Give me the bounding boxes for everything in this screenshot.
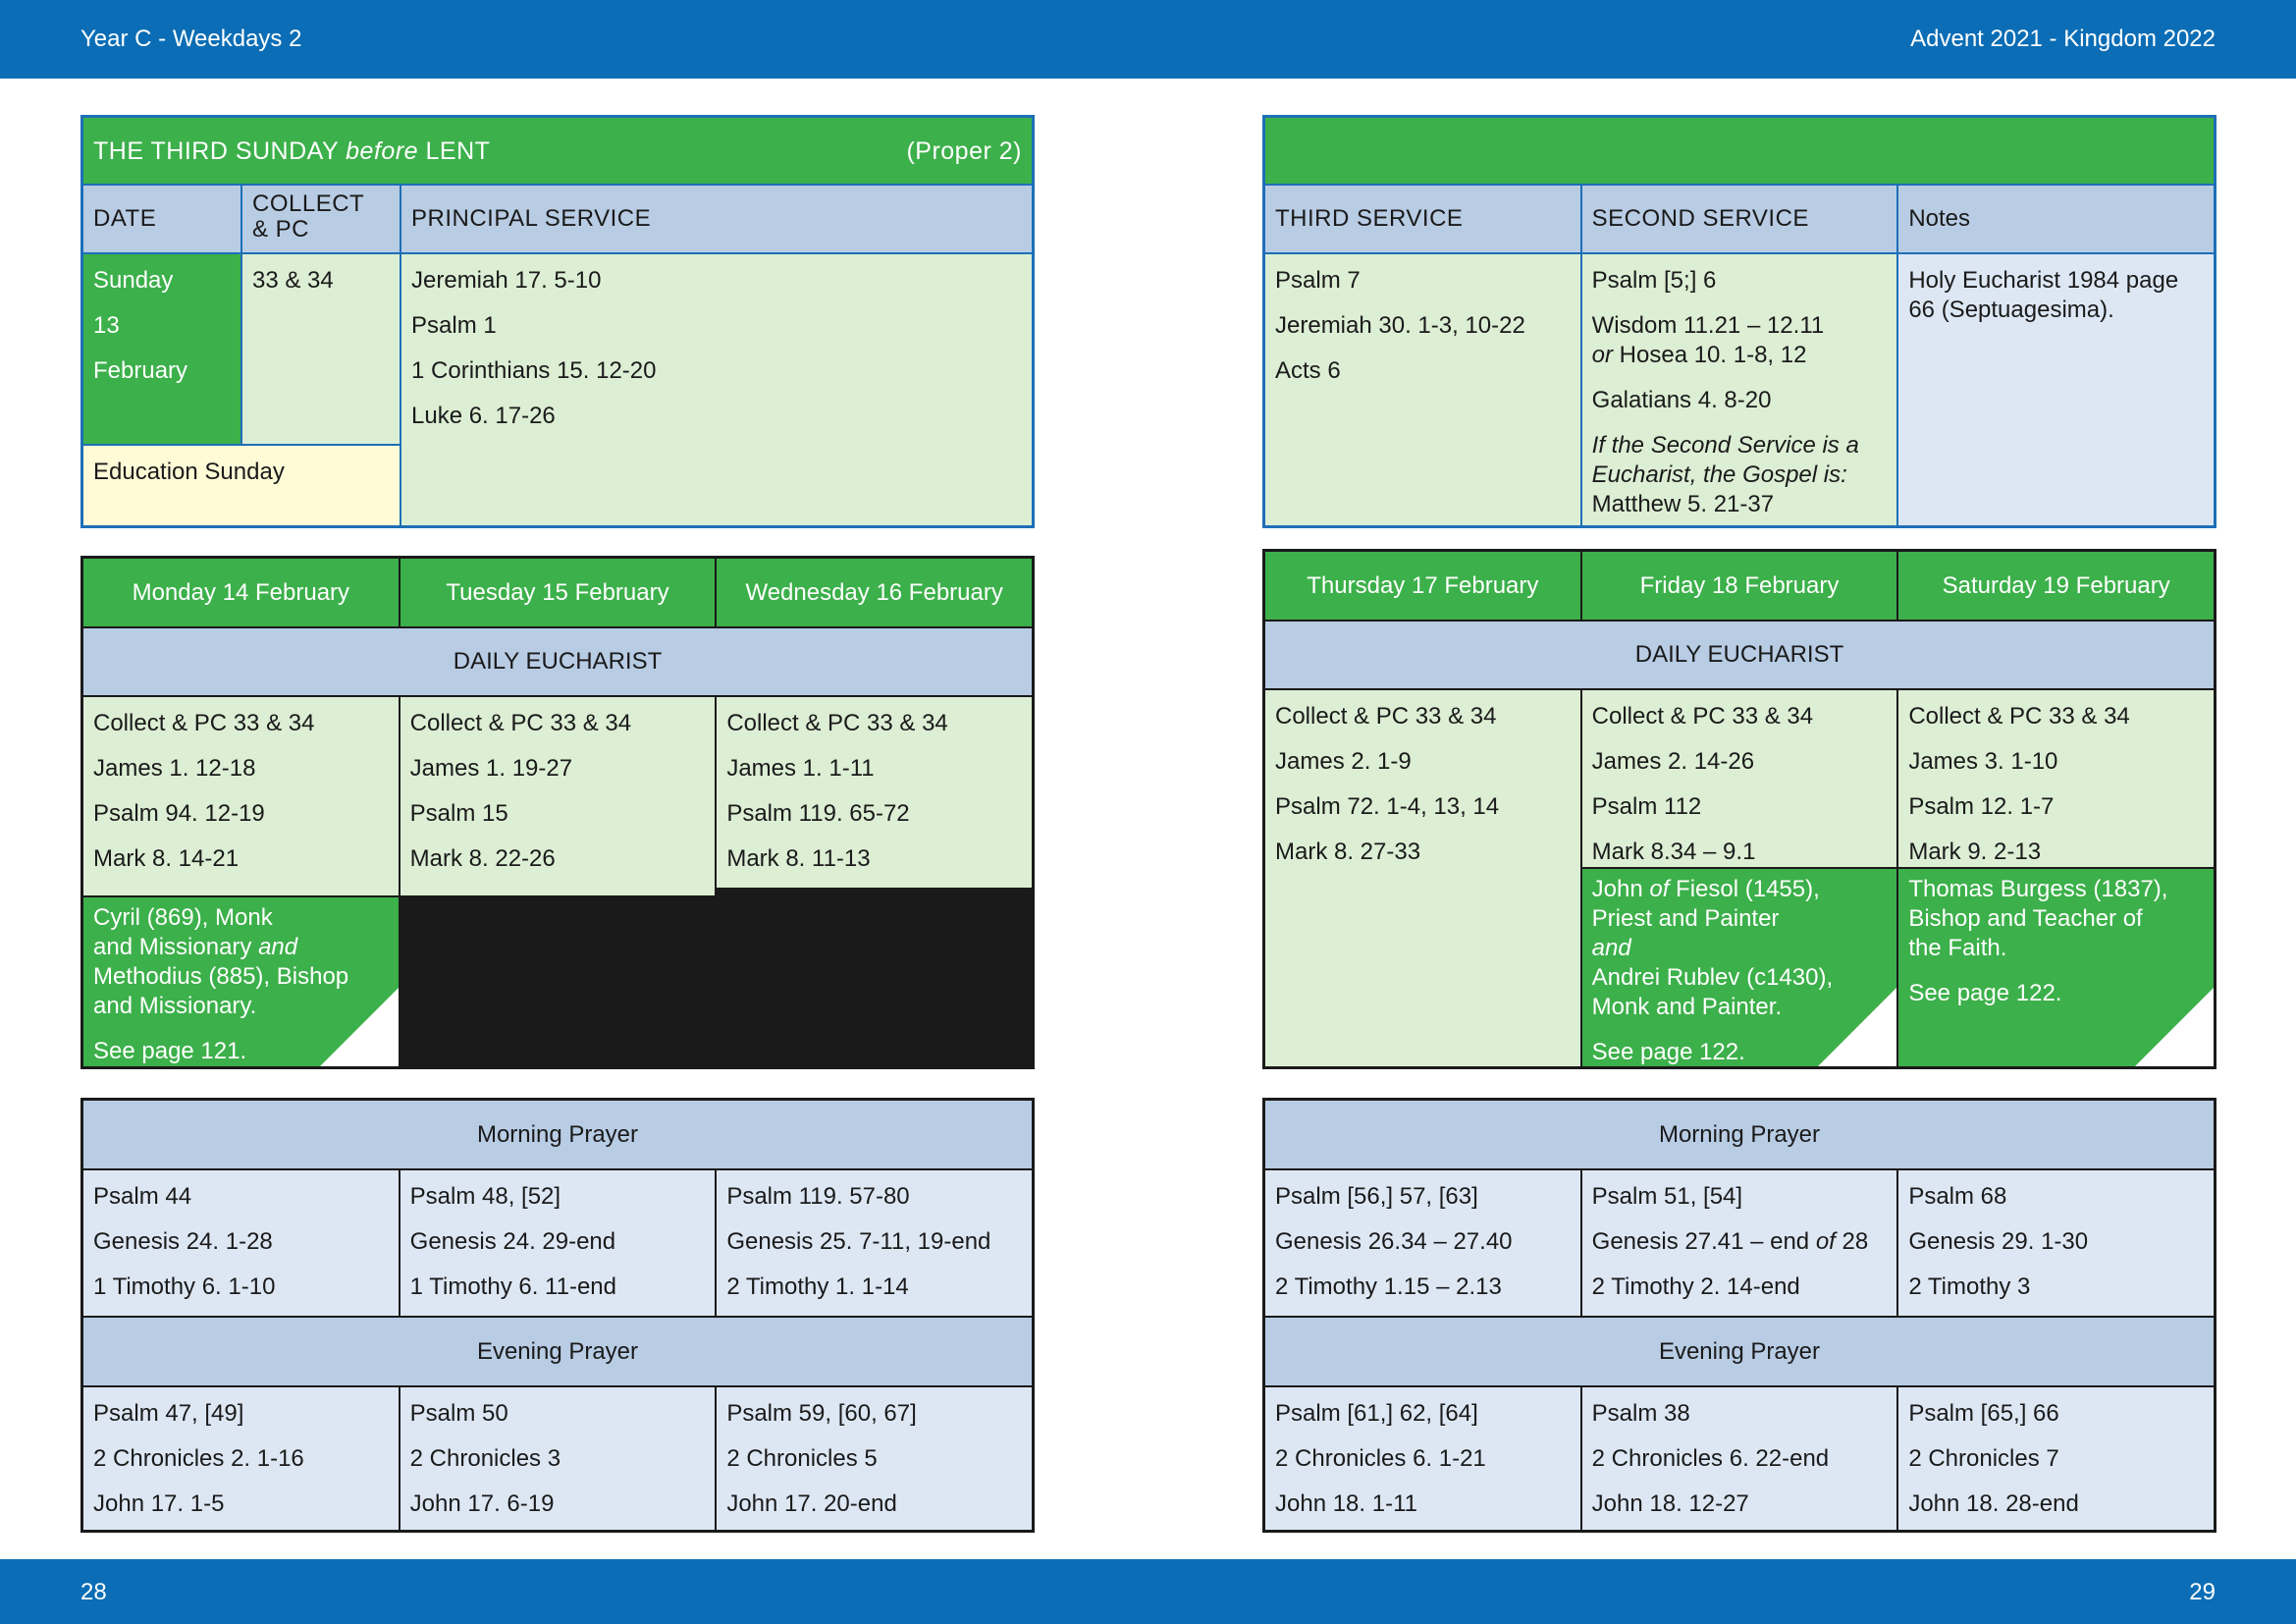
evening-prayer-label: Evening Prayer (1265, 1318, 2214, 1385)
sunday-collect-cell: 33 & 34 (242, 254, 400, 444)
day-header-monday: Monday 14 February (83, 559, 399, 626)
morning-prayer-label: Morning Prayer (83, 1101, 1032, 1168)
friday-saint-commemoration: John of Fiesol (1455), Priest and Painte… (1581, 869, 1897, 1066)
third-service-readings: Psalm 7 Jeremiah 30. 1-3, 10-22 Acts 6 (1265, 254, 1580, 525)
morning-prayer-label: Morning Prayer (1265, 1101, 2214, 1168)
sunday-green-band (1265, 118, 2214, 184)
page-fold-corner (1818, 988, 1897, 1066)
left-week-office-table: Morning Prayer Psalm 44 Genesis 24. 1-28 1… (80, 1098, 1035, 1533)
education-sunday-cell: Education Sunday (83, 446, 400, 525)
day-header-saturday: Saturday 19 February (1898, 552, 2214, 620)
proper-label: (Proper 2) (906, 136, 1022, 165)
friday-morning-prayer: Psalm 51, [54] Genesis 27.41 – end of 28 2… (1581, 1170, 1897, 1316)
thursday-morning-prayer: Psalm [56,] 57, [63] Genesis 26.34 – 27.4… (1265, 1170, 1580, 1316)
wednesday-morning-prayer: Psalm 119. 57-80 Genesis 25. 7-11, 19-end… (717, 1170, 1032, 1316)
col-third-service-header: THIRD SERVICE (1265, 186, 1580, 252)
tuesday-morning-prayer: Psalm 48, [52] Genesis 24. 29-end 1 Timoth… (400, 1170, 716, 1316)
day-header-tuesday: Tuesday 15 February (400, 559, 716, 626)
saturday-morning-prayer: Psalm 68 Genesis 29. 1-30 2 Timothy 3 (1898, 1170, 2214, 1316)
tuesday-eucharist: Collect & PC 33 & 34 James 1. 12-18 Psalm … (83, 697, 399, 895)
sunday-notes: Holy Eucharist 1984 page 66 (Septuagesim… (1898, 254, 2214, 525)
sunday-date-cell: Sunday 13 February (83, 254, 240, 444)
evening-prayer-label: Evening Prayer (83, 1318, 1032, 1385)
left-week-eucharist-table: Monday 14 February Tuesday 15 February W… (80, 556, 1035, 1069)
day-header-thursday: Thursday 17 February (1265, 552, 1580, 620)
saturday-evening-prayer: Psalm [65,] 66 2 Chronicles 7 John 18. 28-… (1898, 1387, 2214, 1530)
daily-eucharist-label: DAILY EUCHARIST (83, 628, 1032, 695)
bottom-footer-bar: 28 29 (0, 1559, 2296, 1624)
col-principal-header: PRINCIPAL SERVICE (401, 186, 1032, 252)
page-fold-corner (319, 988, 399, 1066)
friday-eucharist: Collect & PC 33 & 34 James 2. 14-26 Psalm … (1581, 690, 1897, 867)
thursday-evening-prayer: Psalm [61,] 62, [64] 2 Chronicles 6. 1-21… (1265, 1387, 1580, 1530)
page-fold-corner (2134, 988, 2214, 1066)
header-left-text: Year C - Weekdays 2 (80, 26, 302, 52)
right-week-eucharist-table: Thursday 17 February Friday 18 February … (1262, 549, 2216, 1069)
sunday-principal-table: THE THIRD SUNDAY before LENT (Proper 2) … (80, 115, 1035, 528)
sunday-other-services-table: THIRD SERVICE SECOND SERVICE Notes Psalm… (1262, 115, 2216, 528)
monday-eucharist: Collect & PC 33 & 34 James 1. 1-11 Psalm 1… (717, 697, 1032, 888)
second-service-readings: Psalm [5;] 6 Wisdom 11.21 – 12.11 or Hos… (1581, 254, 1897, 525)
sunday-title-row: THE THIRD SUNDAY before LENT (Proper 2) (83, 118, 1032, 184)
monday-saint-commemoration: Cyril (869), Monk and Missionary and Met… (83, 897, 399, 1066)
thursday-eucharist: Collect & PC 33 & 34 James 2. 1-9 Psalm 72… (1265, 690, 1580, 1066)
saturday-saint-commemoration: Thomas Burgess (1837), Bishop and Teache… (1898, 869, 2214, 1066)
wednesday-eucharist: Collect & PC 33 & 34 James 1. 19-27 Psalm … (400, 697, 716, 895)
wednesday-evening-prayer: Psalm 59, [60, 67] 2 Chronicles 5 John 17.… (717, 1387, 1032, 1530)
col-notes-header: Notes (1898, 186, 2214, 252)
col-collect-header: COLLECT & PC (242, 186, 400, 252)
page-number-left: 28 (80, 1579, 107, 1605)
sunday-title: THE THIRD SUNDAY before LENT (93, 136, 491, 165)
top-header-bar: Year C - Weekdays 2 Advent 2021 - Kingdo… (0, 0, 2296, 79)
friday-evening-prayer: Psalm 38 2 Chronicles 6. 22-end John 18. 1… (1581, 1387, 1897, 1530)
monday-evening-prayer: Psalm 47, [49] 2 Chronicles 2. 1-16 John 1… (83, 1387, 399, 1530)
saturday-eucharist: Collect & PC 33 & 34 James 3. 1-10 Psalm 1… (1898, 690, 2214, 867)
monday-morning-prayer: Psalm 44 Genesis 24. 1-28 1 Timothy 6. 1-1… (83, 1170, 399, 1316)
header-right-text: Advent 2021 - Kingdom 2022 (1910, 26, 2216, 52)
tuesday-evening-prayer: Psalm 50 2 Chronicles 3 John 17. 6-19 (400, 1387, 716, 1530)
col-second-service-header: SECOND SERVICE (1581, 186, 1897, 252)
day-header-wednesday: Wednesday 16 February (717, 559, 1032, 626)
page-number-right: 29 (2189, 1579, 2216, 1605)
daily-eucharist-label: DAILY EUCHARIST (1265, 622, 2214, 688)
right-week-office-table: Morning Prayer Psalm [56,] 57, [63] Genes… (1262, 1098, 2216, 1533)
day-header-friday: Friday 18 February (1581, 552, 1897, 620)
col-date-header: DATE (83, 186, 240, 252)
